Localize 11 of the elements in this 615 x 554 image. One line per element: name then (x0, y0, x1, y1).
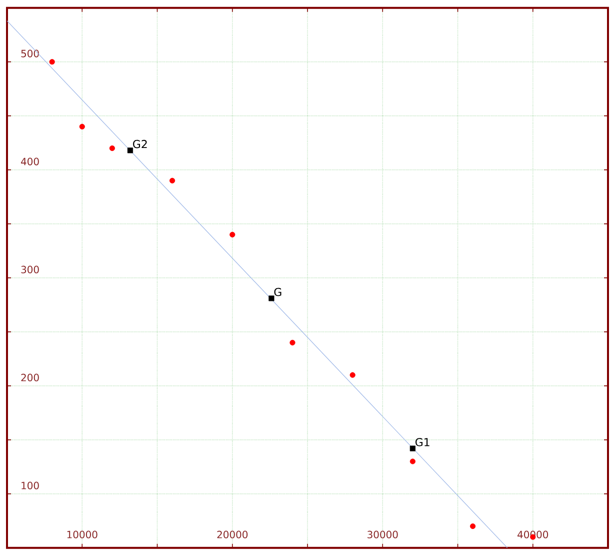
y-tick-label: 500 (21, 50, 39, 58)
x-tick-label: 20000 (217, 530, 248, 538)
y-tick-label: 300 (21, 266, 39, 274)
y-tick-label: 100 (22, 482, 39, 490)
y-tick-label: 400 (21, 158, 39, 166)
annotation: G (274, 288, 282, 296)
x-tick-label: 10000 (67, 530, 98, 538)
y-tick-label: 200 (21, 374, 39, 382)
x-tick-label: 30000 (368, 530, 398, 538)
annotation: G1 (415, 438, 430, 446)
annotation: G2 (133, 140, 147, 148)
